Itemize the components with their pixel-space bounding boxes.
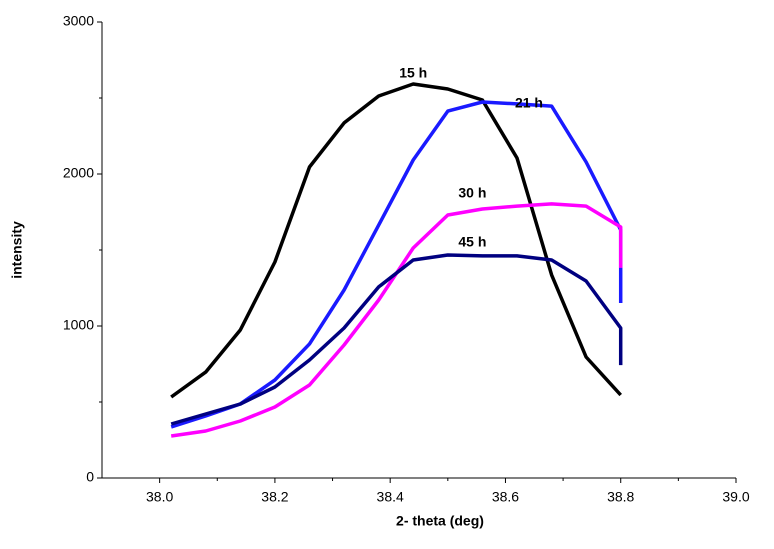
x-tick-label: 38.2 xyxy=(261,489,288,505)
series-line xyxy=(170,100,623,429)
series-label: 45 h xyxy=(458,234,486,250)
series-line xyxy=(170,82,622,399)
x-tick-label: 39.0 xyxy=(722,489,749,505)
x-tick-label: 38.8 xyxy=(607,489,634,505)
x-tick-label: 38.4 xyxy=(377,489,404,505)
y-tick-label: 1000 xyxy=(63,317,94,333)
x-tick-label: 38.6 xyxy=(492,489,519,505)
y-tick-label: 2000 xyxy=(63,165,94,181)
series-label: 30 h xyxy=(458,185,486,201)
series-line xyxy=(170,202,623,438)
series-line xyxy=(170,253,623,426)
x-axis-label: 2- theta (deg) xyxy=(396,513,484,529)
x-tick-label: 38.0 xyxy=(146,489,173,505)
series-label: 15 h xyxy=(399,65,427,81)
series-label: 21 h xyxy=(515,95,543,111)
y-tick-label: 3000 xyxy=(63,13,94,29)
y-axis-label: intensity xyxy=(9,221,25,279)
y-tick-label: 0 xyxy=(86,469,94,485)
